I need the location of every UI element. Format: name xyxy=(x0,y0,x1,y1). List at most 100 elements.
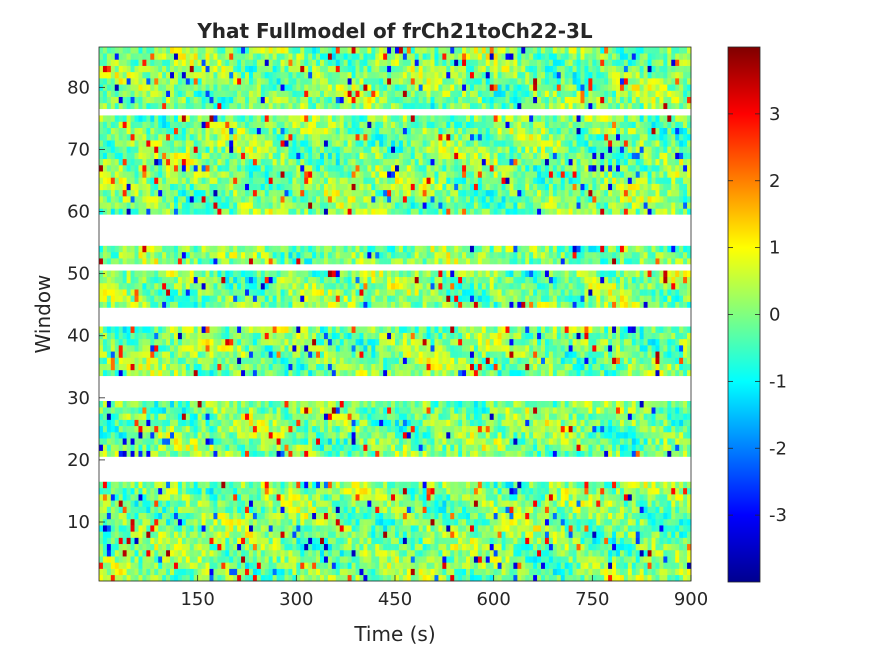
heatmap-cell xyxy=(347,562,352,569)
heatmap-cell xyxy=(323,444,329,451)
heatmap-cell xyxy=(264,407,270,414)
heatmap-cell xyxy=(473,525,479,532)
heatmap-cell xyxy=(312,407,317,414)
heatmap-cell xyxy=(497,357,502,364)
heatmap-cell xyxy=(434,351,439,358)
heatmap-cell xyxy=(213,425,218,433)
heatmap-cell xyxy=(264,413,270,420)
heatmap-cell xyxy=(635,506,640,513)
heatmap-cell xyxy=(643,332,648,340)
heatmap-cell xyxy=(485,537,491,545)
heatmap-cell xyxy=(134,562,139,569)
heatmap-cell xyxy=(347,363,352,371)
heatmap-cell xyxy=(134,332,139,340)
heatmap-cell xyxy=(209,338,214,346)
heatmap-cell xyxy=(671,487,676,495)
heatmap-cell xyxy=(505,444,510,451)
heatmap-cell xyxy=(106,400,112,408)
heatmap-cell xyxy=(418,494,423,501)
heatmap-cell xyxy=(395,531,400,538)
heatmap-cell xyxy=(201,518,206,526)
heatmap-cell xyxy=(110,444,116,451)
heatmap-cell xyxy=(414,506,419,513)
heatmap-cell xyxy=(663,444,668,451)
heatmap-cell xyxy=(304,512,309,520)
heatmap-cell xyxy=(110,301,116,309)
heatmap-cell xyxy=(276,326,281,333)
heatmap-cell xyxy=(185,438,191,445)
heatmap-cell xyxy=(505,537,510,545)
heatmap-cell xyxy=(201,357,206,364)
heatmap-cell xyxy=(189,537,195,545)
heatmap-cell xyxy=(260,525,266,532)
heatmap-cell xyxy=(438,400,443,408)
heatmap-cell xyxy=(114,574,120,582)
heatmap-cell xyxy=(288,438,293,445)
heatmap-cell xyxy=(280,345,285,352)
heatmap-cell xyxy=(363,518,368,526)
heatmap-cell xyxy=(604,518,609,526)
heatmap-cell xyxy=(533,438,538,445)
heatmap-cell xyxy=(312,487,317,495)
heatmap-cell xyxy=(343,518,348,526)
heatmap-cell xyxy=(683,407,688,414)
heatmap-cell xyxy=(683,431,688,439)
heatmap-cell xyxy=(458,562,463,569)
heatmap-cell xyxy=(327,450,333,458)
heatmap-cell xyxy=(276,332,281,340)
heatmap-cell xyxy=(454,351,459,358)
heatmap-cell xyxy=(379,562,384,569)
heatmap-cell xyxy=(197,487,202,495)
heatmap-cell xyxy=(173,481,179,489)
heatmap-cell xyxy=(312,400,317,408)
heatmap-cell xyxy=(213,369,218,377)
heatmap-cell xyxy=(284,407,289,414)
heatmap-cell xyxy=(454,512,459,520)
heatmap-cell xyxy=(320,500,325,507)
heatmap-cell xyxy=(146,450,151,458)
heatmap-cell xyxy=(237,512,242,520)
heatmap-cell xyxy=(229,413,234,420)
heatmap-cell xyxy=(501,574,506,582)
heatmap-cell xyxy=(375,556,380,563)
heatmap-cell xyxy=(300,407,305,414)
heatmap-cell xyxy=(667,438,672,445)
heatmap-cell xyxy=(568,438,573,445)
heatmap-cell xyxy=(663,425,668,433)
heatmap-cell xyxy=(548,413,554,420)
heatmap-cell xyxy=(623,351,629,358)
heatmap-cell xyxy=(177,549,183,557)
heatmap-cell xyxy=(481,413,487,420)
heatmap-cell xyxy=(359,363,364,371)
heatmap-cell xyxy=(268,543,273,551)
heatmap-cell xyxy=(450,525,455,532)
heatmap-cell xyxy=(375,487,380,495)
heatmap-cell xyxy=(525,481,530,489)
heatmap-cell xyxy=(102,500,108,507)
heatmap-cell xyxy=(438,351,443,358)
heatmap-cell xyxy=(679,512,684,520)
heatmap-cell xyxy=(126,444,131,451)
heatmap-cell xyxy=(130,326,135,333)
heatmap-cell xyxy=(410,345,416,352)
heatmap-cell xyxy=(276,413,281,420)
heatmap-cell xyxy=(493,425,498,433)
heatmap-cell xyxy=(106,326,112,333)
heatmap-cell xyxy=(619,574,625,582)
heatmap-cell xyxy=(343,413,348,420)
heatmap-cell xyxy=(442,338,447,346)
heatmap-cell xyxy=(481,431,487,439)
heatmap-cell xyxy=(462,363,467,371)
heatmap-cell xyxy=(126,413,131,420)
heatmap-cell xyxy=(379,407,384,414)
heatmap-cell xyxy=(335,345,341,352)
heatmap-cell xyxy=(493,326,498,333)
heatmap-cell xyxy=(442,363,447,371)
heatmap-cell xyxy=(134,438,139,445)
heatmap-cell xyxy=(426,444,431,451)
heatmap-cell xyxy=(323,363,329,371)
heatmap-cell xyxy=(304,332,309,340)
heatmap-cell xyxy=(501,332,506,340)
heatmap-cell xyxy=(99,351,104,358)
heatmap-cell xyxy=(552,568,558,576)
